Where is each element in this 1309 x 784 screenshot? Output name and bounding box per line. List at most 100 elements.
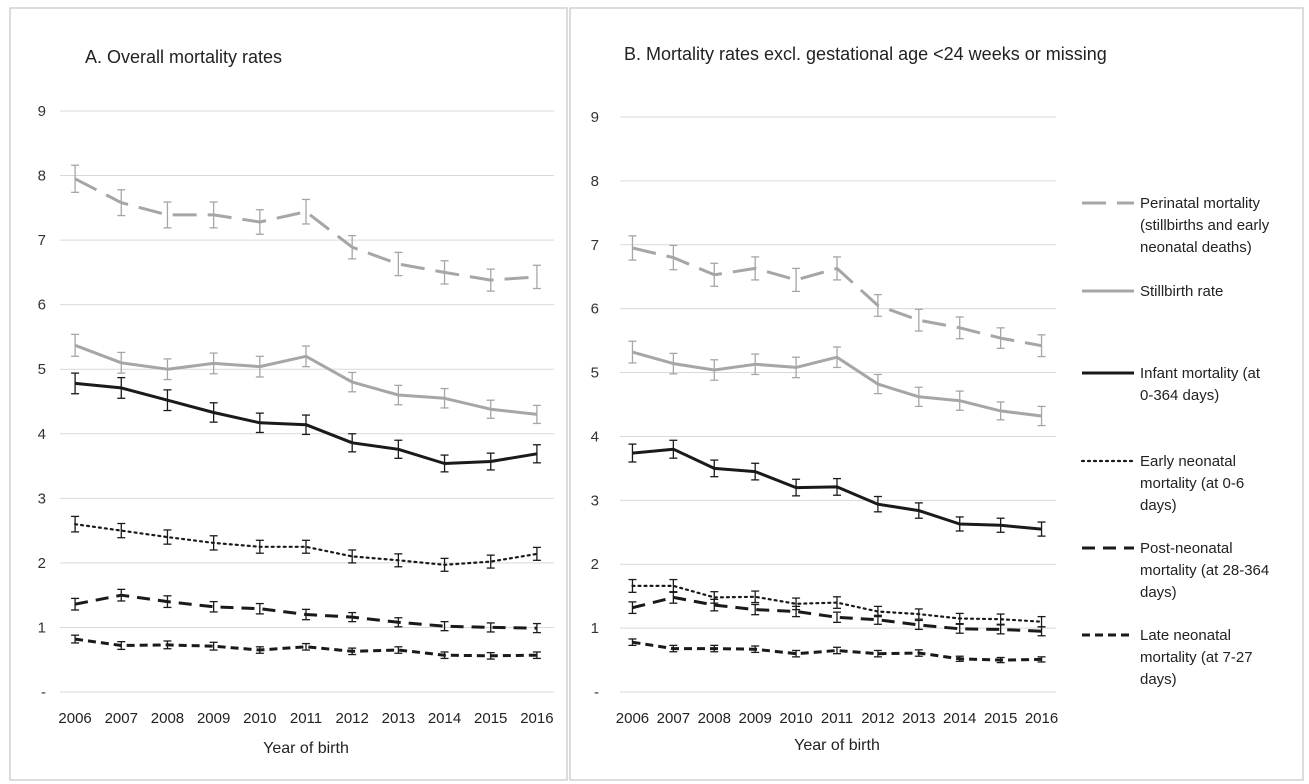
- error-bar: [71, 634, 80, 644]
- error-bar: [955, 390, 964, 411]
- error-bar: [440, 387, 449, 409]
- error-bar: [255, 209, 264, 235]
- error-bar: [873, 649, 882, 658]
- error-bar: [628, 443, 637, 463]
- panel-a-border: [9, 7, 568, 781]
- y-tick-label: 2: [38, 555, 46, 572]
- legend-label: neonatal deaths): [1140, 239, 1252, 256]
- x-tick-label: 2008: [698, 710, 731, 727]
- error-bar: [833, 477, 841, 496]
- y-tick-label: 4: [591, 428, 599, 445]
- error-bar: [117, 522, 126, 539]
- error-bar: [71, 164, 80, 193]
- legend-label: Perinatal mortality: [1140, 195, 1261, 212]
- x-tick-label: 2012: [335, 710, 368, 727]
- error-bar: [486, 554, 495, 569]
- error-bar: [751, 353, 760, 376]
- error-bar: [996, 401, 1005, 421]
- error-bar: [117, 640, 126, 651]
- error-bar: [1037, 656, 1046, 663]
- error-bar: [751, 462, 760, 481]
- error-bar: [209, 535, 218, 551]
- error-bar: [348, 647, 357, 656]
- error-bar: [209, 352, 218, 375]
- chart-legend: Perinatal mortality (stillbirths and earl…: [1080, 195, 1270, 688]
- chart-title: A. Overall mortality rates: [85, 47, 282, 67]
- error-bar: [710, 459, 719, 478]
- error-bar: [394, 617, 403, 628]
- y-tick-label: 4: [38, 426, 46, 443]
- error-bar: [209, 201, 218, 229]
- error-bar: [996, 656, 1005, 664]
- error-bar: [440, 557, 449, 572]
- error-bar: [209, 641, 218, 651]
- legend-label: Post-neonatal: [1140, 540, 1233, 557]
- chart-panel-a: A. Overall mortality rates - 1 2 3 4 5 6 7 8 9 2006…: [38, 47, 554, 757]
- error-bar: [394, 384, 403, 406]
- error-bar: [440, 620, 449, 632]
- error-bar: [914, 608, 923, 620]
- y-tick-label: -: [594, 684, 599, 701]
- error-bar: [669, 244, 678, 271]
- x-tick-label: 2013: [902, 710, 935, 727]
- x-tick-label: 2015: [474, 710, 507, 727]
- series-line: [73, 523, 539, 566]
- error-bar: [71, 597, 80, 611]
- error-bar: [955, 516, 964, 532]
- chart-panel-b: B. Mortality rates excl. gestational age…: [591, 44, 1107, 754]
- legend-label: Stillbirth rate: [1140, 283, 1223, 300]
- error-bar: [628, 638, 637, 647]
- x-tick-label: 2014: [943, 710, 976, 727]
- y-tick-label: 1: [591, 620, 599, 637]
- error-bar: [255, 539, 264, 554]
- error-bar: [486, 399, 495, 419]
- error-bar: [955, 612, 964, 625]
- error-bar: [669, 352, 678, 375]
- error-bar: [1037, 521, 1046, 537]
- error-bar: [486, 622, 495, 633]
- error-bar: [833, 256, 841, 281]
- error-bar: [163, 640, 172, 650]
- error-bar: [833, 346, 841, 369]
- y-tick-label: 3: [591, 492, 599, 509]
- error-bar: [486, 651, 495, 660]
- error-bar: [394, 439, 403, 459]
- x-tick-label: 2008: [151, 710, 184, 727]
- x-tick-label: 2011: [290, 710, 322, 727]
- error-bar: [348, 611, 357, 623]
- error-bar: [1037, 405, 1046, 427]
- error-bar: [792, 267, 801, 293]
- error-bar: [669, 439, 678, 459]
- error-bar: [302, 539, 310, 554]
- error-bar: [302, 642, 310, 651]
- error-bar: [710, 644, 719, 653]
- error-bar: [669, 591, 678, 604]
- error-bar: [914, 649, 923, 657]
- y-tick-label: 2: [591, 556, 599, 573]
- series-line: [632, 595, 1042, 633]
- y-tick-label: 5: [38, 361, 46, 378]
- x-tick-label: 2015: [984, 710, 1017, 727]
- legend-label: mortality (at 0-6: [1140, 475, 1244, 492]
- error-bar: [348, 549, 357, 564]
- error-bar: [628, 601, 637, 615]
- error-bar: [996, 327, 1005, 349]
- legend-item: Stillbirth rate: [1082, 283, 1223, 300]
- error-bar: [1037, 626, 1046, 637]
- error-bar: [833, 596, 841, 609]
- error-bar: [209, 402, 218, 423]
- error-bar: [163, 595, 172, 609]
- x-tick-label: 2014: [428, 710, 461, 727]
- x-tick-label: 2010: [243, 710, 276, 727]
- y-tick-label: 8: [38, 168, 46, 185]
- error-bar: [486, 452, 495, 471]
- series-line: [632, 640, 1042, 662]
- error-bar: [955, 316, 964, 340]
- error-bar: [440, 260, 449, 285]
- x-tick-label: 2016: [1025, 710, 1058, 727]
- error-bar: [996, 517, 1005, 533]
- error-bar: [348, 433, 357, 453]
- legend-label: mortality (at 7-27: [1140, 649, 1253, 666]
- error-bar: [914, 619, 923, 631]
